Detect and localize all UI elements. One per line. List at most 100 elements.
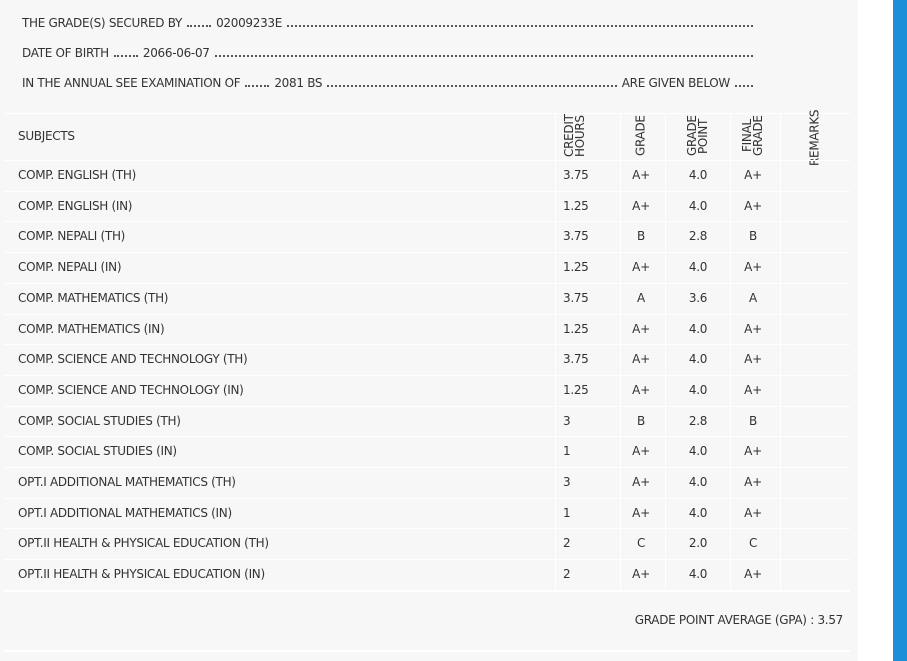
row-divider [4,589,850,592]
row-divider [4,405,850,407]
header-label: IN THE ANNUAL SEE EXAMINATION OF [22,76,241,90]
grade-cell: 2.0 [688,536,708,551]
grade-cell: 3.75 [563,290,589,305]
grade-cell: 4.0 [688,444,708,459]
grade-cell: A+ [632,168,650,182]
grade-cell: 4.0 [688,168,708,182]
grade-cell: A+ [744,475,762,489]
header-line: DATE OF BIRTH 2066-06-07 [22,45,758,61]
column-header: GRADE POINT [685,115,710,157]
grade-cell: 3 [563,475,571,489]
grade-cell: A+ [744,260,762,275]
dot-leader [287,25,753,27]
row-divider [4,374,850,376]
column-divider [730,113,731,590]
grade-cell: A+ [744,444,762,459]
header-value: 2081 BS [274,76,323,90]
grade-cell: 1.25 [563,198,589,213]
gpa: GRADE POINT AVERAGE (GPA) : 3.57 [634,613,844,627]
gpa-value: 3.57 [817,613,843,627]
column-header: FINAL GRADE [740,115,765,157]
grade-cell: A+ [632,321,650,336]
grade-cell: 1.25 [563,382,589,397]
subject: COMP. NEPALI (IN) [18,260,122,275]
grade-cell: B [637,229,645,244]
grade-cell: A+ [744,198,762,213]
dot-leader [187,25,212,27]
subject: COMP. SOCIAL STUDIES (TH) [18,413,181,428]
grade-cell: A [749,290,757,305]
row-divider [4,344,850,346]
grade-cell: 4.0 [688,260,708,275]
grade-cell: 4.0 [688,505,708,520]
subject: COMP. NEPALI (TH) [18,229,126,244]
subject: COMP. MATHEMATICS (IN) [18,321,165,336]
row-divider [4,650,850,652]
subject: COMP. ENGLISH (IN) [18,198,133,213]
grade-cell: B [749,229,757,244]
grade-cell: 2.8 [688,413,708,428]
grade-cell: 1 [563,444,571,459]
row-divider [4,497,850,499]
grade-cell: 3 [563,413,571,428]
grade-cell: A+ [632,198,650,213]
grade-cell: B [637,413,645,428]
header-line: IN THE ANNUAL SEE EXAMINATION OF 2081 BS A… [22,75,758,91]
grade-cell: 3.6 [688,290,708,305]
grade-cell: 4.0 [688,567,708,582]
grade-cell: A+ [632,260,650,275]
grade-cell: 3.75 [563,168,589,182]
row-divider [4,467,850,468]
column-divider [780,113,781,590]
gpa-label: GRADE POINT AVERAGE (GPA) : [634,613,815,627]
row-divider [4,221,850,223]
grade-cell: 2.8 [688,229,708,244]
grade-cell: C [636,536,646,551]
grade-cell: 2 [563,567,571,582]
row-divider [4,252,850,254]
dot-leader [245,85,270,87]
grade-cell: 1.25 [563,260,589,275]
dot-leader [113,55,138,57]
subject: COMP. SOCIAL STUDIES (IN) [18,444,177,459]
grade-cell: C [748,536,758,551]
grade-cell: 4.0 [688,352,708,367]
grade-cell: 1 [563,505,571,520]
grade-cell: A+ [632,352,650,367]
header-value: 02009233E [216,16,283,30]
grade-cell: A [637,290,645,305]
grade-cell: A+ [744,382,762,397]
grade-cell: 1.25 [563,321,589,336]
grade-cell: A+ [632,475,650,489]
result-panel [0,0,858,661]
header-label: THE GRADE(S) SECURED BY [22,16,183,30]
column-header: CREDIT HOURS [562,114,587,158]
column-divider [620,113,621,590]
grade-cell: 4.0 [688,321,708,336]
column-header: GRADE [633,115,648,157]
header-label: DATE OF BIRTH [22,46,109,60]
row-divider [4,313,850,315]
grade-cell: 4.0 [688,475,708,489]
dot-leader [214,55,753,57]
grade-cell: A+ [632,505,650,520]
column-divider [665,113,666,590]
header-tail: ARE GIVEN BELOW [621,76,731,90]
column-header: REMARKS [807,109,822,166]
grade-cell: A+ [744,505,762,520]
dot-leader [735,85,753,87]
row-divider [4,559,850,561]
subject: OPT.II HEALTH & PHYSICAL EDUCATION (IN) [18,567,265,582]
row-divider [4,160,850,161]
column-header: SUBJECTS [18,129,75,143]
grade-cell: A+ [632,444,650,459]
grade-cell: A+ [744,168,762,182]
grade-cell: 4.0 [688,198,708,213]
row-divider [4,528,850,530]
dot-leader [327,85,617,87]
row-divider [4,436,850,438]
grade-cell: 3.75 [563,229,589,244]
subject: OPT.I ADDITIONAL MATHEMATICS (IN) [18,505,232,520]
row-divider [4,282,850,284]
